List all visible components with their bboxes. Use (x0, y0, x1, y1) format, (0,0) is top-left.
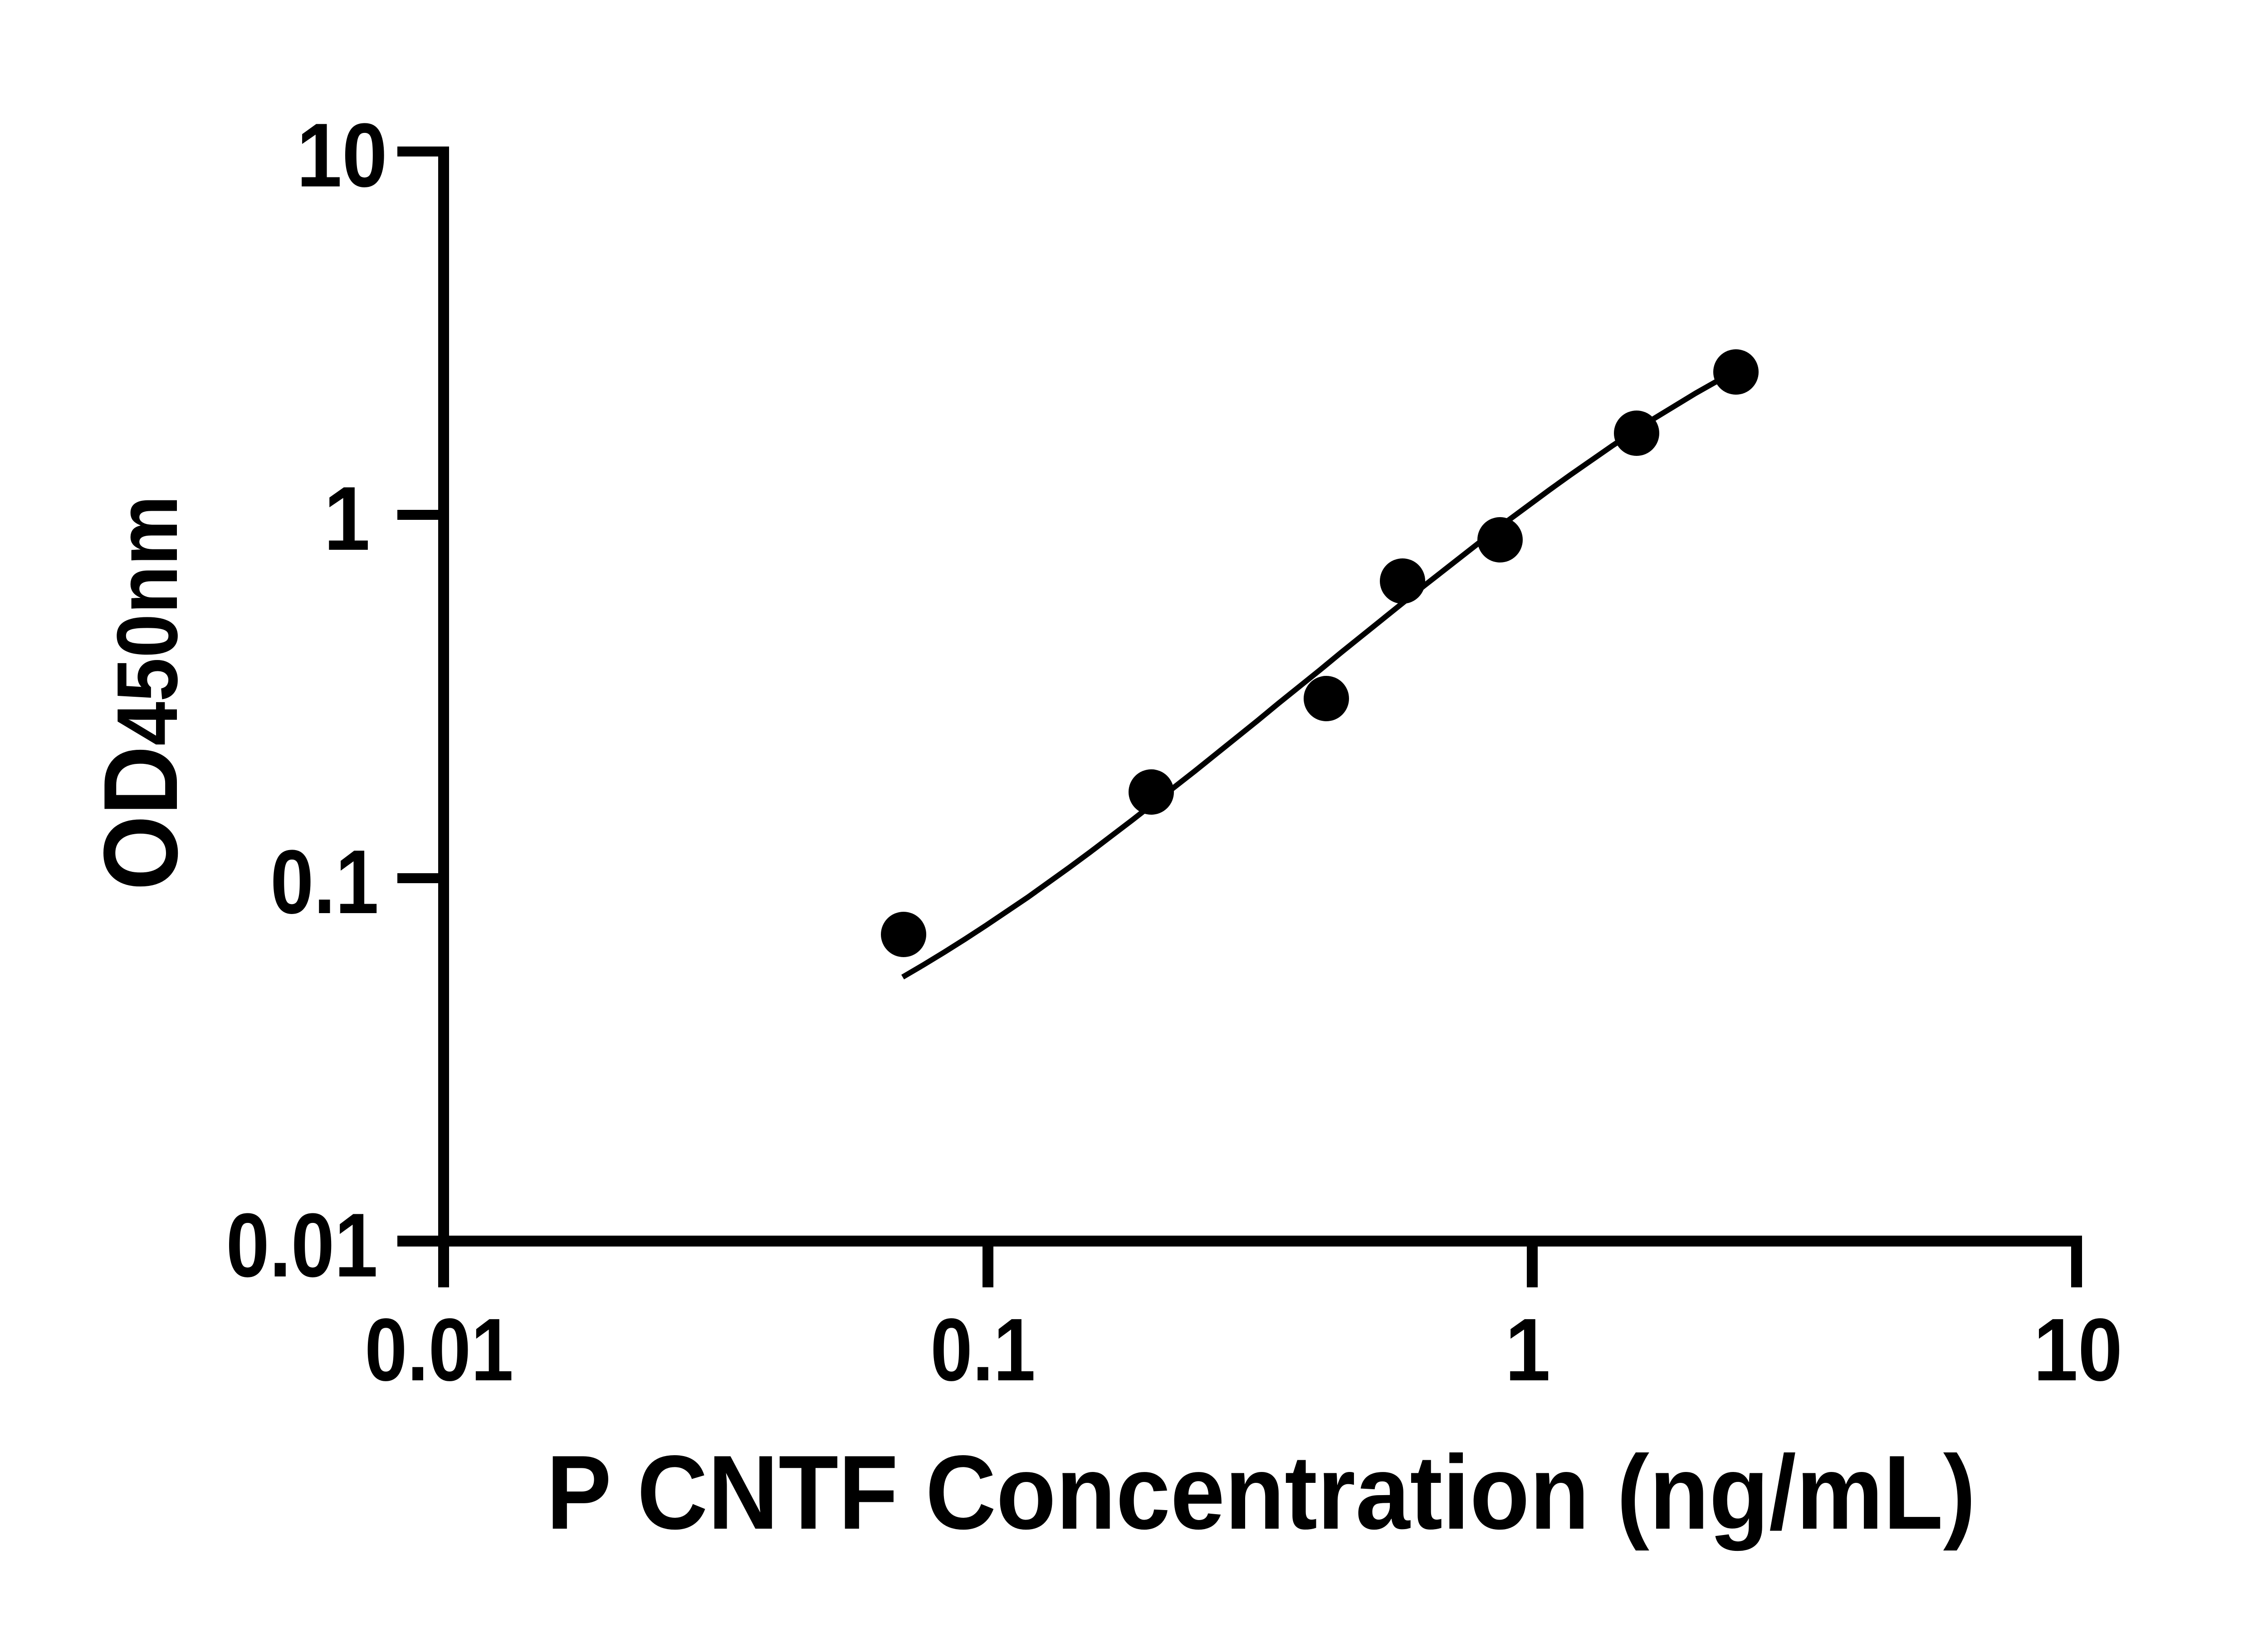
svg-text:1: 1 (324, 468, 370, 569)
svg-text:10: 10 (297, 105, 387, 206)
svg-text:10: 10 (2033, 1300, 2122, 1399)
svg-text:0.1: 0.1 (930, 1300, 1036, 1399)
svg-text:P CNTF Concentration (ng/mL): P CNTF Concentration (ng/mL) (546, 1434, 1976, 1551)
svg-text:1: 1 (1505, 1300, 1550, 1399)
svg-text:0.1: 0.1 (270, 831, 379, 933)
svg-text:0.01: 0.01 (365, 1300, 513, 1399)
svg-text:0.01: 0.01 (226, 1194, 378, 1296)
svg-text:OD450nm: OD450nm (83, 495, 200, 890)
